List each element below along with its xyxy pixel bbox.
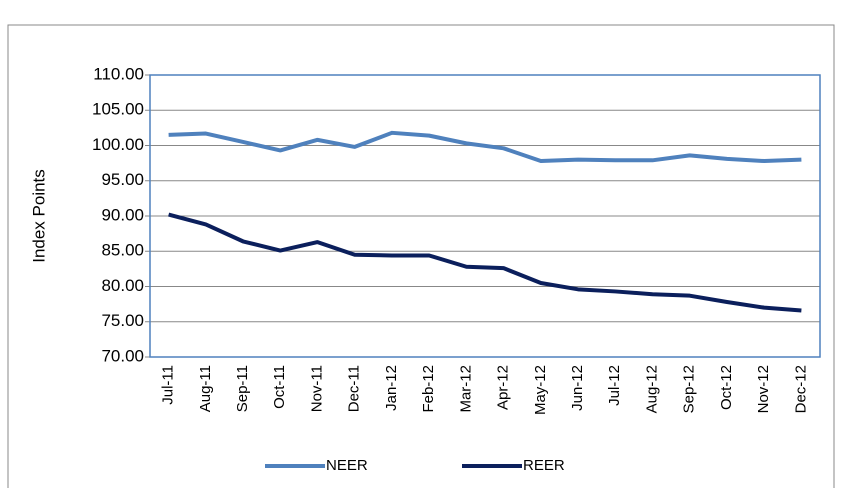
x-tick-label: Sep-11 (234, 365, 251, 412)
x-tick-label: Sep-12 (681, 365, 698, 413)
x-tick-label: Dec-11 (346, 365, 363, 412)
x-tick-label: Aug-11 (197, 365, 214, 412)
x-tick-label: Nov-12 (755, 365, 772, 413)
series-line (168, 212, 802, 313)
x-tick-label: Jun-12 (569, 365, 586, 411)
x-tick-label: Feb-12 (420, 365, 437, 413)
x-tick-label: Mar-12 (457, 365, 474, 413)
x-tick-label: Oct-11 (271, 365, 288, 409)
y-tick-label: 100.00 (92, 135, 144, 154)
y-tick-label: 75.00 (101, 311, 144, 330)
x-tick-label: Jul-11 (160, 365, 177, 405)
chart-frame (7, 24, 835, 488)
legend-label: NEER (326, 457, 368, 474)
y-tick-label: 85.00 (101, 241, 144, 260)
y-tick-label: 110.00 (93, 64, 144, 83)
y-axis-label: Index Points (29, 169, 48, 263)
x-tick-label: Jan-12 (383, 365, 400, 411)
x-tick-label: Jul-12 (606, 365, 623, 406)
legend-label: REER (523, 457, 565, 474)
plot-area (149, 74, 821, 358)
y-tick-label: 95.00 (101, 170, 144, 189)
x-tick-label: Aug-12 (643, 365, 660, 413)
x-tick-label: Dec-12 (792, 365, 809, 413)
y-tick-label: 105.00 (92, 100, 144, 119)
x-tick-label: May-12 (532, 365, 549, 415)
y-tick-label: 70.00 (101, 346, 144, 365)
series-line (168, 130, 802, 164)
y-tick-label: 90.00 (101, 205, 144, 224)
x-tick-label: Apr-12 (495, 365, 512, 410)
x-tick-label: Nov-11 (308, 365, 325, 412)
y-tick-label: 80.00 (101, 276, 144, 295)
x-tick-label: Oct-12 (718, 365, 735, 410)
